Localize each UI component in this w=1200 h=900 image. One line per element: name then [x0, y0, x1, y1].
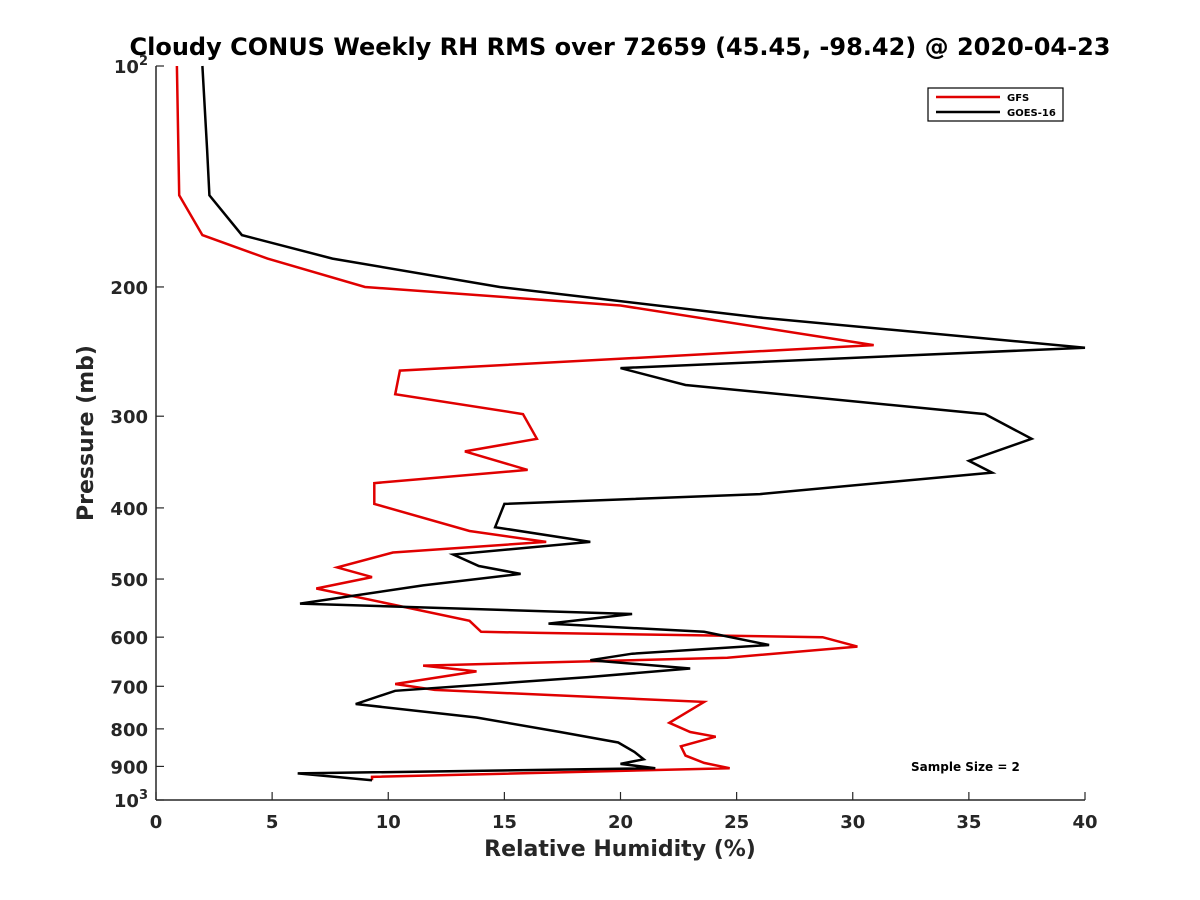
x-tick-label: 20 [608, 812, 633, 833]
sample-size-annotation: Sample Size = 2 [911, 760, 1020, 774]
x-tick-label: 35 [956, 812, 981, 833]
x-tick-label: 15 [492, 812, 517, 833]
x-axis-label: Relative Humidity (%) [484, 837, 756, 862]
x-tick-label: 0 [150, 812, 163, 833]
legend-label-gfs: GFS [1007, 93, 1029, 104]
y-tick-label: 102 [114, 54, 148, 78]
x-tick-label: 40 [1072, 812, 1097, 833]
plot-area [155, 65, 1086, 801]
y-tick-label: 103 [114, 788, 148, 812]
y-tick-label: 800 [110, 720, 148, 741]
x-tick-label: 5 [266, 812, 279, 833]
y-axis-label: Pressure (mb) [74, 345, 99, 521]
legend: GFS GOES-16 [927, 87, 1064, 122]
y-tick-label: 500 [110, 570, 148, 591]
legend-label-goes16: GOES-16 [1007, 108, 1056, 119]
chart-title: Cloudy CONUS Weekly RH RMS over 72659 (4… [130, 33, 1111, 61]
legend-box [927, 87, 1064, 122]
y-tick-label: 900 [110, 757, 148, 778]
x-tick-label: 10 [376, 812, 401, 833]
y-axis-ticks: 102 200 300 400 500 600 700 800 900 103 [110, 54, 164, 812]
series-layer [175, 65, 1086, 782]
y-tick-label: 300 [110, 407, 148, 428]
y-tick-label: 600 [110, 628, 148, 649]
series-line-goes16 [201, 65, 1086, 782]
plot-background [156, 66, 1085, 800]
x-axis-ticks: 0 5 10 15 20 25 30 35 40 [150, 792, 1098, 833]
x-tick-label: 30 [840, 812, 865, 833]
x-tick-label: 25 [724, 812, 749, 833]
y-tick-label: 700 [110, 677, 148, 698]
y-tick-label: 200 [110, 278, 148, 299]
y-tick-label: 400 [110, 499, 148, 520]
